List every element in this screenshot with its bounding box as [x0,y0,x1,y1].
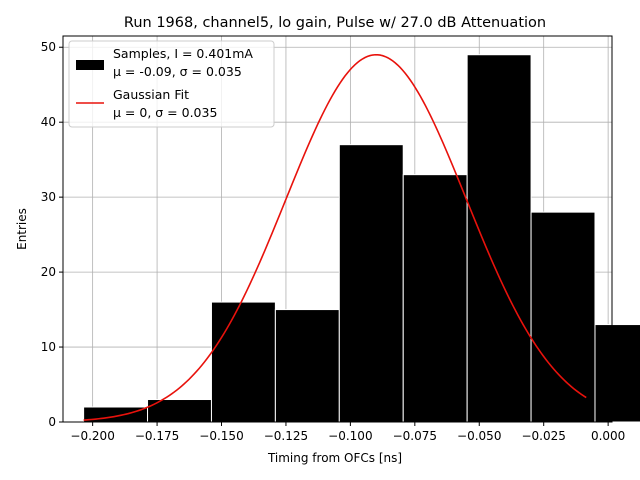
legend-label-fit-stats: μ = 0, σ = 0.035 [113,105,217,120]
x-ticks: −0.200 −0.175 −0.150 −0.125 −0.100 −0.075 −0.0… [70,422,625,443]
x-tick-label: −0.125 [264,429,308,443]
x-tick-label: −0.050 [457,429,501,443]
y-tick-label: 30 [41,190,56,204]
histogram-bar [594,324,640,423]
y-axis-label: Entries [15,208,29,250]
legend-label-samples: Samples, I = 0.401mA [113,46,253,61]
chart-title: Run 1968, channel5, lo gain, Pulse w/ 27… [124,15,546,31]
x-tick-label: −0.025 [521,429,565,443]
legend-swatch-samples [76,60,104,70]
legend: Samples, I = 0.401mA μ = -0.09, σ = 0.03… [68,40,275,128]
legend-label-samples-stats: μ = -0.09, σ = 0.035 [113,64,242,79]
histogram-bars [83,54,640,423]
y-tick-label: 40 [41,115,56,129]
x-tick-label: −0.075 [393,429,437,443]
legend-label-fit: Gaussian Fit [113,87,189,102]
y-ticks: 0 10 20 30 40 50 [41,40,63,429]
x-tick-label: −0.150 [199,429,243,443]
axes [62,35,613,423]
gaussian-fit-line [83,53,587,421]
x-tick-label: −0.200 [70,429,114,443]
y-tick-label: 10 [41,340,56,354]
axes-frame [62,35,613,423]
histogram-bar [338,144,404,423]
x-axis-label: Timing from OFCs [ns] [267,451,402,465]
x-tick-label: 0.000 [591,429,625,443]
histogram-bar [402,174,468,423]
y-tick-label: 0 [48,415,56,429]
histogram-bar [530,211,596,423]
x-tick-label: −0.175 [135,429,179,443]
legend-frame [68,40,275,128]
histogram-bar [466,54,532,423]
histogram-bar [274,309,340,423]
histogram-bar [210,301,276,423]
x-tick-label: −0.100 [328,429,372,443]
y-tick-label: 20 [41,265,56,279]
gaussian-fit [83,53,587,421]
y-tick-label: 50 [41,40,56,54]
